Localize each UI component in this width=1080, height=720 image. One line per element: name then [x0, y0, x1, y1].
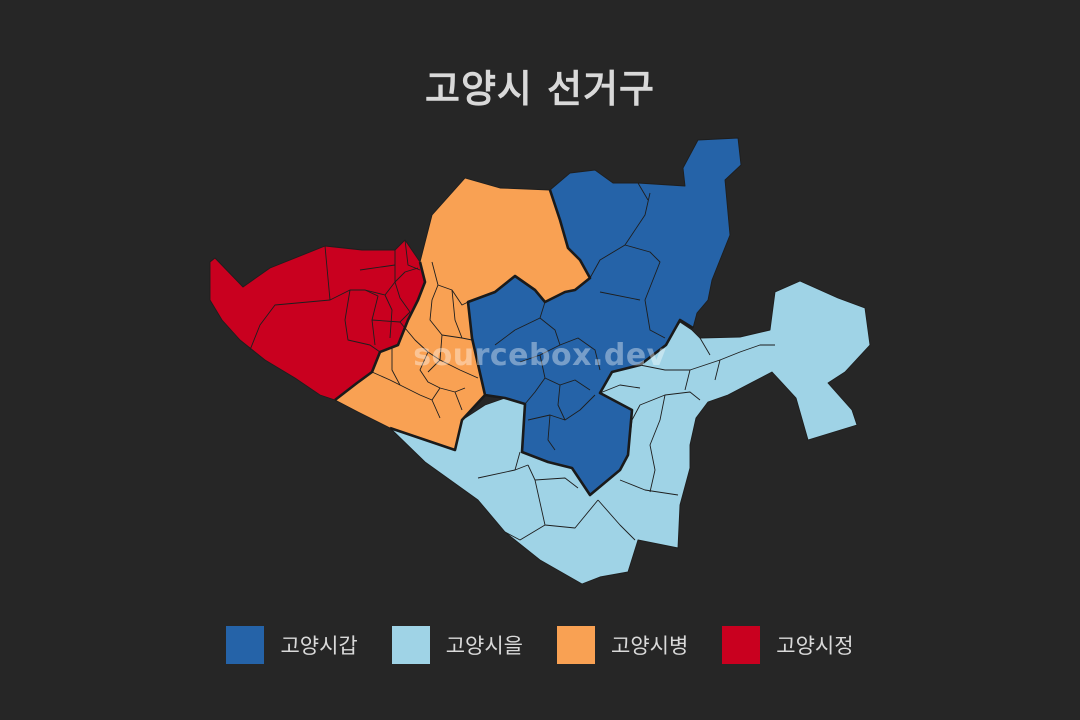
legend-swatch-eul [391, 626, 430, 664]
legend-item-eul[interactable]: 고양시을 [391, 626, 523, 664]
watermark: sourcebox.dev [413, 338, 667, 373]
legend-item-jeong[interactable]: 고양시정 [722, 626, 854, 664]
legend-item-gap[interactable]: 고양시갑 [226, 626, 358, 664]
legend-label-byeong: 고양시병 [611, 634, 689, 658]
legend-swatch-jeong [722, 626, 761, 664]
legend-label-jeong: 고양시정 [776, 634, 854, 658]
legend-swatch-byeong [557, 626, 595, 664]
legend-label-gap: 고양시갑 [280, 634, 358, 658]
legend: 고양시갑 고양시을 고양시병 고양시정 [0, 626, 1080, 664]
legend-label-eul: 고양시을 [445, 634, 523, 658]
legend-item-byeong[interactable]: 고양시병 [557, 626, 688, 664]
legend-swatch-gap [226, 626, 265, 664]
map-title: 고양시 선거구 [425, 67, 655, 111]
